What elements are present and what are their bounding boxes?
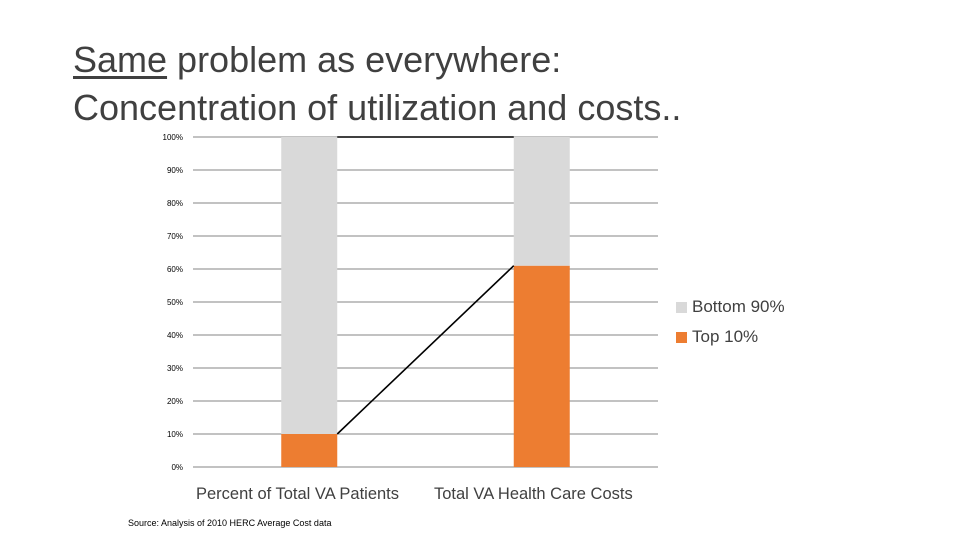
y-tick-label: 20% [167,397,183,406]
x-category-label: Percent of Total VA Patients [196,485,399,503]
bar-top-10-2 [513,265,570,467]
x-category-label: Total VA Health Care Costs [434,485,633,503]
title-line-2: Concentration of utilization and costs.. [73,87,682,128]
y-tick-label: 100% [163,133,183,142]
y-tick-label: 0% [171,463,183,472]
title-underlined-word: Same [73,39,168,80]
y-tick-label: 10% [167,430,183,439]
legend-swatch-top-10 [676,331,687,343]
y-tick-label: 80% [167,199,183,208]
y-tick-label: 70% [167,232,183,241]
legend-item-bottom-90: Bottom 90% [676,292,785,322]
title-line-1-rest: problem as everywhere: [167,39,562,80]
legend-swatch-bottom-90 [676,301,687,313]
y-tick-label: 90% [167,166,183,175]
y-tick-label: 60% [167,265,183,274]
legend-item-top-10: Top 10% [676,322,785,352]
legend-label-bottom-90: Bottom 90% [692,297,785,316]
legend-label-top-10: Top 10% [692,327,759,346]
title-line-1: Same problem as everywhere: [73,36,933,84]
series-connector-line [336,265,515,435]
bar-bottom-90-1 [281,137,338,434]
slide-title: Same problem as everywhere: Concentratio… [73,36,933,132]
y-tick-label: 30% [167,364,183,373]
bar-bottom-90-2 [513,137,570,266]
y-tick-label: 40% [167,331,183,340]
chart-legend: Bottom 90% Top 10% [676,292,785,352]
y-tick-label: 50% [167,298,183,307]
bar-top-10-1 [281,434,338,467]
source-note: Source: Analysis of 2010 HERC Average Co… [128,518,332,528]
